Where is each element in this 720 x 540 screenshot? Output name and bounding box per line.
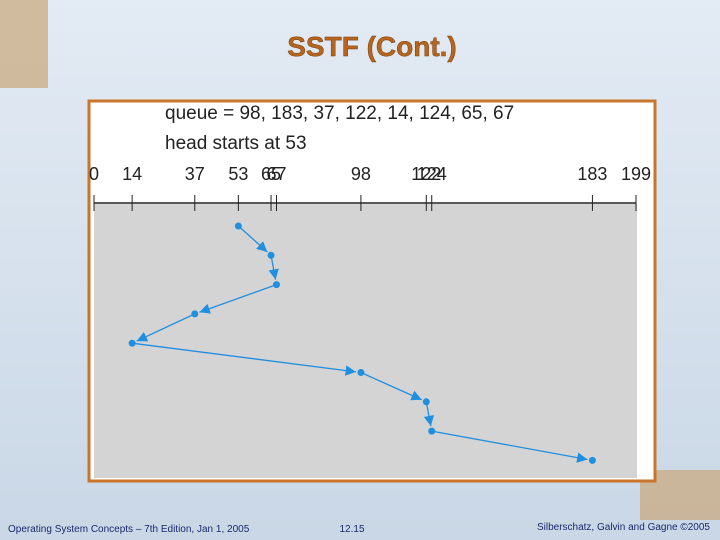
tick-label: 67: [266, 164, 286, 184]
path-segment: [136, 313, 196, 342]
tick-label: 124: [417, 164, 447, 184]
path-segment: [360, 371, 422, 401]
path-segment: [199, 283, 277, 314]
head-position: [428, 427, 436, 435]
footer-right: Silberschatz, Galvin and Gagne ©2005: [537, 522, 710, 533]
queue-text: queue = 98, 183, 37, 122, 14, 124, 65, 6…: [165, 103, 514, 124]
head-position: [588, 456, 596, 464]
path-segment: [268, 255, 279, 280]
path-segment: [132, 342, 357, 376]
tick-label: 65: [261, 164, 281, 184]
head-position: [128, 339, 136, 347]
footer-left: Operating System Concepts – 7th Edition,…: [8, 524, 250, 535]
tick-label: 53: [228, 164, 248, 184]
head-position: [234, 222, 242, 230]
path-segment: [431, 430, 588, 463]
tick-label: 14: [122, 164, 142, 184]
plot-area: [94, 204, 637, 478]
head-position: [422, 398, 430, 406]
tick-label: 0: [89, 164, 99, 184]
tick-label: 37: [185, 164, 205, 184]
logo-top: [0, 0, 48, 88]
title: SSTF (Cont.): [287, 31, 457, 62]
footer-center: 12.15: [339, 524, 364, 535]
tick-label: 98: [351, 164, 371, 184]
path-segment: [237, 225, 268, 253]
tick-label: 183: [577, 164, 607, 184]
tick-label: 122: [411, 164, 441, 184]
head-position: [272, 281, 280, 289]
head-position: [357, 369, 365, 376]
head-text: head starts at 53: [165, 133, 307, 154]
path-segment: [423, 401, 435, 427]
head-position: [191, 310, 199, 318]
tick-label: 199: [621, 164, 651, 184]
head-position: [267, 251, 275, 259]
